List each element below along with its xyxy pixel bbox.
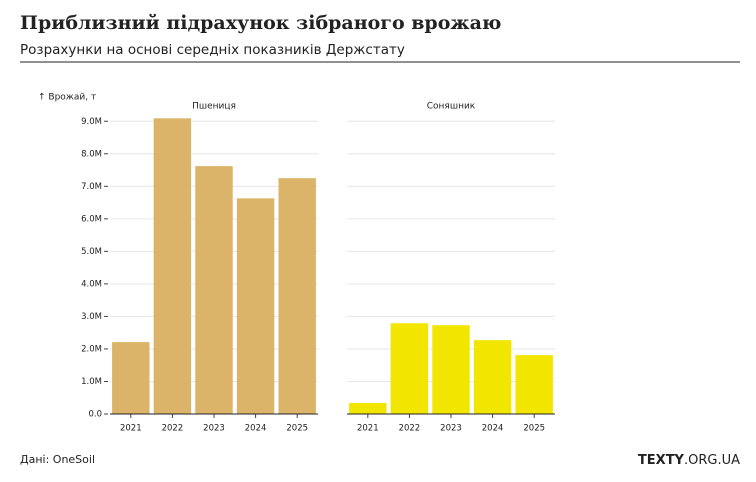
y-tick-label: 0.0	[88, 410, 102, 420]
x-tick-label: 2022	[399, 424, 421, 434]
bar	[153, 118, 192, 415]
x-tick-label: 2024	[245, 424, 267, 434]
bar	[432, 325, 470, 414]
bar	[278, 178, 316, 414]
y-tick-label: 5.0M	[81, 247, 102, 257]
y-axis-label: ↑ Врожай, т	[38, 93, 96, 103]
chart-title: Приблизний підрахунок зібраного врожаю	[20, 12, 501, 34]
logo: TEXTY.ORG.UA	[638, 453, 740, 468]
y-tick-label: 2.0M	[81, 344, 102, 354]
x-tick-label: 2021	[357, 424, 379, 434]
source: Дані: OneSoil	[20, 453, 95, 466]
y-tick-label: 8.0M	[81, 149, 102, 159]
logo-bold: TEXTY	[638, 453, 685, 468]
bar	[515, 355, 553, 414]
x-tick-label: 2022	[162, 424, 184, 434]
y-tick-label: 3.0M	[81, 312, 102, 322]
x-tick-label: 2023	[440, 424, 462, 434]
y-tick-label: 6.0M	[81, 214, 102, 224]
x-tick-label: 2024	[482, 424, 504, 434]
bar	[112, 342, 150, 414]
bar	[195, 166, 233, 414]
x-tick-label: 2025	[286, 424, 308, 434]
x-tick-label: 2023	[203, 424, 225, 434]
bar	[390, 323, 429, 414]
facet-title: Соняшник	[427, 102, 476, 112]
y-tick-label: 7.0M	[81, 182, 102, 192]
chart-subtitle: Розрахунки на основі середніх показників…	[20, 42, 405, 58]
y-tick-label: 1.0M	[81, 377, 102, 387]
x-tick-label: 2021	[120, 424, 142, 434]
x-tick-label: 2025	[523, 424, 545, 434]
bar	[349, 402, 387, 414]
y-tick-label: 9.0M	[81, 117, 102, 127]
facet-title: Пшениця	[192, 102, 236, 112]
logo-rest: .ORG.UA	[684, 453, 740, 468]
y-tick-label: 4.0M	[81, 279, 102, 289]
bar	[236, 198, 275, 414]
bar	[473, 340, 512, 414]
